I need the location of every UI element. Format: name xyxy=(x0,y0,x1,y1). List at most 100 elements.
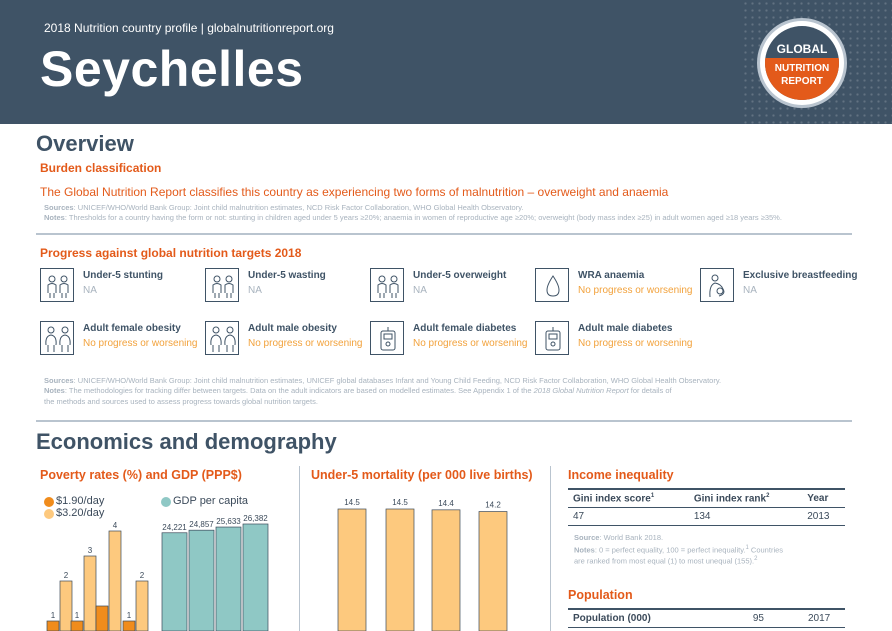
economics-title: Economics and demography xyxy=(36,429,337,454)
legend-dot-190 xyxy=(44,497,54,507)
target-name-under-5-wasting: Under-5 wasting xyxy=(248,270,326,281)
bar-mortality-0 xyxy=(337,508,367,631)
target-item: Adult female obesity No progress or worse… xyxy=(40,321,205,361)
target-item: WRA anaemia No progress or worsening xyxy=(535,268,700,308)
glucose-meter-icon xyxy=(535,321,569,355)
bar-gdp-0 xyxy=(161,532,188,631)
gnr-logo: GLOBAL NUTRITION REPORT xyxy=(757,18,847,108)
panel-divider xyxy=(550,466,551,631)
label-320-0: 2 xyxy=(64,571,69,580)
adults-icon xyxy=(205,321,239,355)
bar-mortality-2 xyxy=(431,509,461,631)
label-mortality-2: 14.4 xyxy=(438,499,454,508)
target-status-under-5-overweight: NA xyxy=(413,285,427,296)
gini-score-value: 47 xyxy=(568,507,689,527)
label-mortality-1: 14.5 xyxy=(392,498,408,507)
label-mortality-0: 14.5 xyxy=(344,498,360,507)
bar-mortality-1 xyxy=(385,508,415,631)
label-190-3: 1 xyxy=(127,611,132,620)
population-table: Population (000) 95 2017 xyxy=(568,608,845,628)
target-name-wra-anaemia: WRA anaemia xyxy=(578,270,645,281)
target-name-under-5-overweight: Under-5 overweight xyxy=(413,270,507,281)
bar-190-0 xyxy=(46,620,60,631)
bar-gdp-2 xyxy=(215,526,242,631)
country-title: Seychelles xyxy=(40,41,304,97)
target-item: Adult male diabetes No progress or worsen… xyxy=(535,321,700,361)
bar-320-3 xyxy=(135,580,149,631)
children-icon xyxy=(40,268,74,302)
burden-text: The Global Nutrition Report classifies t… xyxy=(40,185,669,199)
divider xyxy=(36,233,852,235)
label-190-1: 1 xyxy=(75,611,80,620)
blood-drop-icon xyxy=(535,268,569,302)
logo-line-1: GLOBAL xyxy=(776,42,828,56)
page-header: 2018 Nutrition country profile | globaln… xyxy=(0,0,892,124)
target-name-adult-female-diabetes: Adult female diabetes xyxy=(413,323,517,334)
label-320-1: 3 xyxy=(88,546,93,555)
adults-icon xyxy=(40,321,74,355)
target-status-under-5-wasting: NA xyxy=(248,285,262,296)
population-title: Population xyxy=(568,588,633,602)
poverty-chart-title: Poverty rates (%) and GDP (PPP$) xyxy=(40,468,242,482)
gini-year-value: 2013 xyxy=(802,507,845,527)
col-gini-rank: Gini index rank2 xyxy=(688,488,803,509)
income-title: Income inequality xyxy=(568,468,674,482)
income-notes-line2: are ranked from most equal (1) to most u… xyxy=(574,556,758,566)
label-mortality-3: 14.2 xyxy=(485,501,501,510)
col-gini-score: Gini index score1 xyxy=(568,488,689,509)
label-gdp-0: 24,221 xyxy=(162,523,187,532)
panel-divider xyxy=(299,466,300,631)
target-item: Under-5 stunting NA xyxy=(40,268,205,308)
progress-notes: Notes: The methodologies for tracking di… xyxy=(44,386,672,395)
table-row: 47 134 2013 xyxy=(568,507,845,527)
legend-label-320: $3.20/day xyxy=(56,507,105,519)
target-name-adult-male-diabetes: Adult male diabetes xyxy=(578,323,673,334)
target-status-exclusive-breastfeeding: NA xyxy=(743,285,757,296)
divider xyxy=(36,420,852,422)
label-gdp-3: 26,382 xyxy=(243,514,268,523)
income-table: Gini index score1 Gini index rank2 Year … xyxy=(568,488,845,527)
overview-sources: Sources: UNICEF/WHO/World Bank Group: Jo… xyxy=(44,203,524,212)
logo-line-3: REPORT xyxy=(781,76,823,87)
legend-dot-gdp xyxy=(161,497,171,507)
target-status-under-5-stunting: NA xyxy=(83,285,97,296)
bar-mortality-3 xyxy=(478,511,508,631)
progress-sources: Sources: UNICEF/WHO/World Bank Group: Jo… xyxy=(44,376,722,385)
progress-title: Progress against global nutrition target… xyxy=(40,246,302,260)
table-row: Population (000) 95 2017 xyxy=(568,608,845,628)
breastfeeding-icon xyxy=(700,268,734,302)
target-status-adult-male-obesity: No progress or worsening xyxy=(248,338,363,349)
profile-line: 2018 Nutrition country profile | globaln… xyxy=(44,21,334,35)
glucose-meter-icon xyxy=(370,321,404,355)
label-320-2: 4 xyxy=(113,521,118,530)
target-name-adult-female-obesity: Adult female obesity xyxy=(83,323,181,334)
bar-320-0 xyxy=(59,580,73,631)
bar-190-2 xyxy=(95,605,109,631)
label-gdp-2: 25,633 xyxy=(216,517,241,526)
target-item: Under-5 overweight NA xyxy=(370,268,535,308)
target-item: Adult male obesity No progress or worseni… xyxy=(205,321,370,361)
target-name-under-5-stunting: Under-5 stunting xyxy=(83,270,163,281)
mortality-chart-title: Under-5 mortality (per 000 live births) xyxy=(311,468,533,482)
legend-label-gdp: GDP per capita xyxy=(173,495,249,507)
target-status-adult-male-diabetes: No progress or worsening xyxy=(578,338,693,349)
population-year: 2017 xyxy=(778,608,845,628)
bar-320-1 xyxy=(83,555,97,631)
bar-gdp-1 xyxy=(188,529,215,631)
target-name-exclusive-breastfeeding: Exclusive breastfeeding xyxy=(743,270,858,281)
children-icon xyxy=(205,268,239,302)
logo-line-2: NUTRITION xyxy=(774,63,830,74)
burden-title: Burden classification xyxy=(40,161,162,175)
income-notes: Notes: 0 = perfect equality, 100 = perfe… xyxy=(574,545,784,555)
overview-title: Overview xyxy=(36,131,134,156)
target-name-adult-male-obesity: Adult male obesity xyxy=(248,323,337,334)
bar-gdp-3 xyxy=(242,523,269,631)
target-status-wra-anaemia: No progress or worsening xyxy=(578,285,693,296)
population-label: Population (000) xyxy=(568,608,708,628)
label-190-0: 1 xyxy=(51,611,56,620)
target-status-adult-female-obesity: No progress or worsening xyxy=(83,338,198,349)
bar-190-1 xyxy=(70,620,84,631)
bar-320-2 xyxy=(108,530,122,631)
label-gdp-1: 24,857 xyxy=(189,520,214,529)
